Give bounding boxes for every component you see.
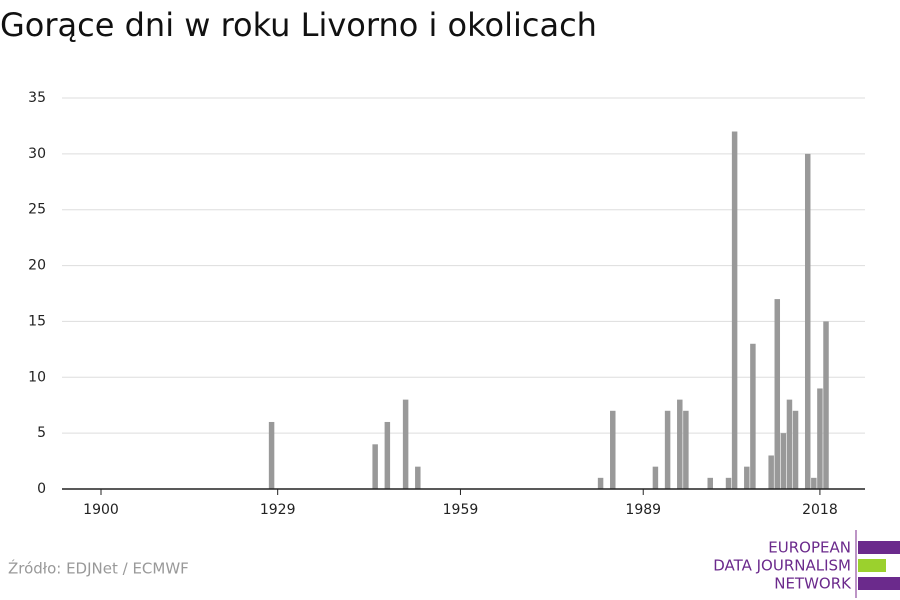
bar bbox=[677, 399, 683, 489]
bar bbox=[597, 477, 604, 489]
bar bbox=[384, 421, 391, 489]
logo-bar bbox=[858, 541, 900, 554]
y-tick-label: 35 bbox=[28, 90, 46, 106]
bar bbox=[823, 321, 829, 489]
bar bbox=[750, 343, 756, 489]
bar bbox=[817, 388, 823, 489]
bar bbox=[786, 399, 793, 489]
y-tick-label: 10 bbox=[28, 369, 46, 385]
bar bbox=[780, 433, 787, 489]
bar bbox=[268, 421, 275, 489]
bar bbox=[683, 410, 689, 489]
y-tick-label: 15 bbox=[28, 313, 46, 329]
bar bbox=[792, 410, 799, 489]
bar bbox=[372, 444, 378, 489]
y-tick-label: 20 bbox=[28, 258, 46, 274]
chart-title: Gorące dni w roku Livorno i okolicach bbox=[0, 6, 597, 44]
source: Źródło: EDJNet / ECMWF bbox=[8, 559, 189, 578]
bar bbox=[707, 477, 713, 489]
logo-bar bbox=[858, 559, 886, 572]
bar bbox=[415, 466, 421, 489]
bar bbox=[725, 477, 732, 489]
x-tick-label: 2018 bbox=[802, 502, 838, 518]
y-tick-label: 30 bbox=[28, 146, 46, 162]
x-tick-label: 1959 bbox=[443, 502, 479, 518]
bar bbox=[804, 153, 811, 489]
y-tick-label: 5 bbox=[37, 425, 46, 441]
bar bbox=[774, 299, 781, 489]
bar bbox=[664, 410, 671, 489]
bar bbox=[768, 455, 774, 489]
x-tick-label: 1989 bbox=[625, 502, 661, 518]
logo-text: EUROPEAN bbox=[768, 539, 851, 557]
y-tick-label: 25 bbox=[28, 202, 46, 218]
bar bbox=[402, 399, 409, 489]
bar bbox=[811, 477, 817, 489]
bar bbox=[744, 466, 750, 489]
y-tick-label: 0 bbox=[37, 481, 46, 497]
x-tick-label: 1900 bbox=[83, 502, 119, 518]
bar bbox=[652, 466, 659, 489]
logo-bar bbox=[858, 577, 900, 590]
x-tick-label: 1929 bbox=[260, 502, 296, 518]
bar bbox=[610, 410, 616, 489]
bar bbox=[731, 131, 738, 489]
logo-text: NETWORK bbox=[774, 575, 852, 593]
logo-text: DATA JOURNALISM bbox=[713, 557, 851, 575]
